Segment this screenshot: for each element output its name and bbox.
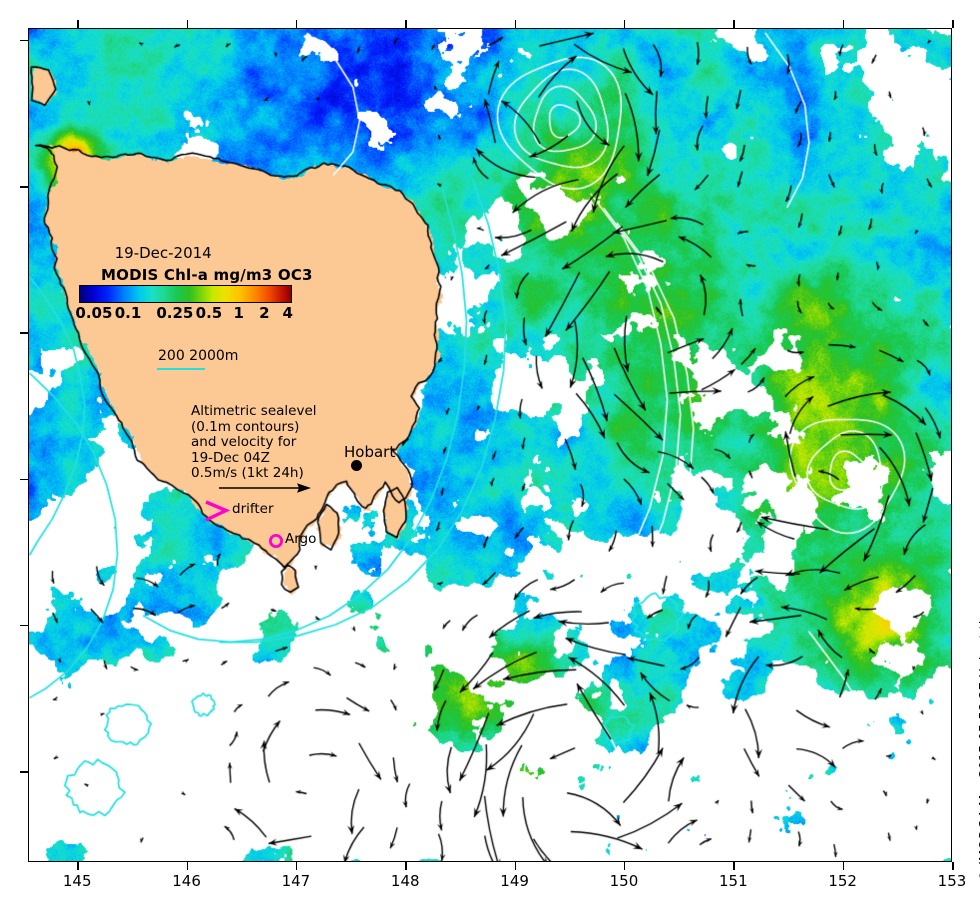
colorbar-tick-labels: 0.05 0.1 0.25 0.5 1 2 4 bbox=[75, 304, 293, 324]
x-tick-mark-top bbox=[186, 20, 189, 28]
y-tick-mark bbox=[20, 332, 28, 334]
map-plot-area[interactable]: 19-Dec-2014 04Z MODIS Chl-a mg/m3 OC3 0.… bbox=[28, 28, 952, 862]
x-tick-label-0: 145 bbox=[62, 872, 92, 890]
y-tick-mark bbox=[20, 39, 28, 42]
x-tick-mark-top bbox=[623, 20, 626, 28]
city-marker-hobart bbox=[351, 460, 362, 471]
drifter-legend-label: drifter bbox=[232, 501, 274, 517]
x-tick-mark-top bbox=[77, 20, 79, 28]
colorbar-tick-6: 4 bbox=[282, 304, 293, 322]
x-tick-label-6: 151 bbox=[718, 872, 748, 890]
bathymetry-legend-line bbox=[157, 368, 205, 370]
x-tick-mark-top bbox=[733, 20, 735, 28]
altimetry-note: Altimetric sealevel (0.1m contours) and … bbox=[191, 403, 317, 481]
x-tick-mark-top bbox=[842, 20, 845, 28]
x-tick-label-4: 149 bbox=[500, 872, 529, 890]
colorbar-tick-4: 1 bbox=[233, 304, 244, 322]
x-tick-label-8: 153 bbox=[937, 872, 967, 890]
x-tick-mark-top bbox=[952, 20, 954, 28]
map-raster-canvas bbox=[29, 29, 951, 861]
x-tick-mark bbox=[405, 862, 407, 870]
x-tick-mark bbox=[295, 862, 298, 870]
colorbar-tick-2: 0.25 bbox=[156, 304, 194, 322]
argo-legend-label: Argo bbox=[285, 531, 317, 547]
x-tick-mark bbox=[77, 862, 79, 870]
x-tick-label-5: 150 bbox=[609, 872, 639, 890]
x-tick-mark-top bbox=[405, 20, 407, 28]
y-tick-mark bbox=[20, 624, 28, 627]
x-tick-mark bbox=[623, 862, 626, 870]
x-tick-label-1: 146 bbox=[172, 872, 201, 890]
colorbar-gradient bbox=[79, 285, 292, 303]
y-tick-mark bbox=[20, 771, 28, 773]
x-tick-label-2: 147 bbox=[281, 872, 311, 890]
y-tick-mark bbox=[20, 478, 28, 481]
x-tick-mark bbox=[186, 862, 189, 870]
argo-marker-icon bbox=[269, 534, 283, 548]
date-stamp-date: 19-Dec-2014 bbox=[114, 244, 212, 262]
x-tick-mark-top bbox=[295, 20, 298, 28]
x-tick-mark bbox=[514, 862, 517, 870]
colorbar-tick-0: 0.05 bbox=[75, 304, 113, 322]
x-tick-label-3: 148 bbox=[390, 872, 420, 890]
colorbar-tick-5: 2 bbox=[259, 304, 270, 322]
x-tick-mark bbox=[733, 862, 735, 870]
x-tick-mark bbox=[952, 862, 954, 870]
city-label-hobart: Hobart bbox=[344, 443, 396, 461]
y-tick-mark bbox=[20, 186, 28, 188]
colorbar-title: MODIS Chl-a mg/m3 OC3 bbox=[101, 266, 313, 284]
x-tick-mark-top bbox=[514, 20, 517, 28]
colorbar-tick-1: 0.1 bbox=[114, 304, 142, 322]
bathymetry-legend-label: 200 2000m bbox=[158, 348, 239, 364]
x-tick-mark bbox=[842, 862, 845, 870]
drifter-marker-icon bbox=[205, 500, 231, 522]
colorbar-tick-3: 0.5 bbox=[195, 304, 223, 322]
colorbar-legend: 0.05 0.1 0.25 0.5 1 2 4 bbox=[75, 285, 293, 324]
velocity-scale-arrow-icon bbox=[219, 483, 311, 493]
x-tick-label-7: 152 bbox=[828, 872, 857, 890]
